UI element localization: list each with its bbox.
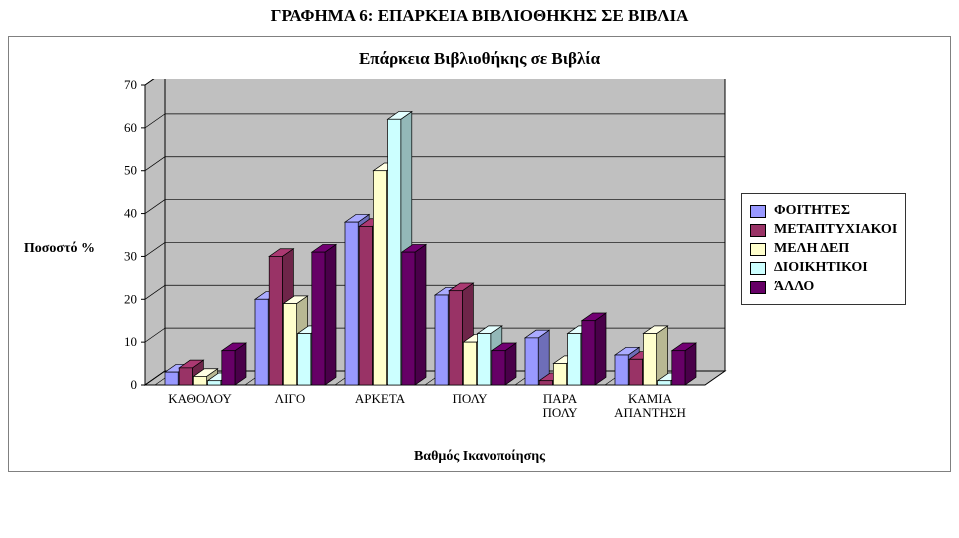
legend-label: ΦΟΙΤΗΤΕΣ	[774, 203, 850, 219]
svg-text:30: 30	[124, 248, 137, 263]
page-title: ΓΡΑΦΗΜΑ 6: ΕΠΑΡΚΕΙΑ ΒΙΒΛΙΟΘΗΚΗΣ ΣΕ ΒΙΒΛΙ…	[0, 0, 959, 26]
legend-label: ΜΕΤΑΠΤΥΧΙΑΚΟΙ	[774, 222, 897, 238]
y-axis-label: Ποσοστό %	[24, 241, 101, 257]
svg-text:60: 60	[124, 120, 137, 135]
svg-text:ΛΙΓΟ: ΛΙΓΟ	[275, 391, 306, 406]
legend: ΦΟΙΤΗΤΕΣ ΜΕΤΑΠΤΥΧΙΑΚΟΙ ΜΕΛΗ ΔΕΠ ΔΙΟΙΚΗΤΙΚΟΙ…	[741, 193, 906, 305]
svg-text:50: 50	[124, 163, 137, 178]
legend-item: ΜΕΛΗ ΔΕΠ	[750, 241, 897, 257]
x-axis-label: Βαθμός Ικανοποίησης	[9, 439, 950, 471]
svg-text:ΠΟΛΥ: ΠΟΛΥ	[543, 405, 579, 420]
chart-outer: Επάρκεια Βιβλιοθήκης σε Βιβλία Ποσοστό %…	[8, 36, 951, 472]
legend-item: ΔΙΟΙΚΗΤΙΚΟΙ	[750, 260, 897, 276]
svg-text:ΠΟΛΥ: ΠΟΛΥ	[453, 391, 489, 406]
chart-plot: 010203040506070ΚΑΘΟΛΟΥΛΙΓΟΑΡΚΕΤΑΠΟΛΥΠΑΡΑ…	[101, 79, 741, 439]
svg-text:ΚΑΘΟΛΟΥ: ΚΑΘΟΛΟΥ	[168, 391, 232, 406]
svg-text:10: 10	[124, 334, 137, 349]
chart-body: Ποσοστό % 0 10 20 30 40 50 60 70 ΚΑΘΟΛΟΥ ΛΙΓΟ ΑΡΚΕ…	[9, 79, 950, 439]
legend-label: ΔΙΟΙΚΗΤΙΚΟΙ	[774, 260, 868, 276]
legend-swatch	[750, 205, 766, 218]
svg-text:0: 0	[131, 377, 138, 392]
legend-swatch	[750, 224, 766, 237]
legend-item: ΆΛΛΟ	[750, 279, 897, 295]
legend-label: ΜΕΛΗ ΔΕΠ	[774, 241, 849, 257]
legend-swatch	[750, 262, 766, 275]
legend-label: ΆΛΛΟ	[774, 279, 814, 295]
chart-svg: 010203040506070ΚΑΘΟΛΟΥΛΙΓΟΑΡΚΕΤΑΠΟΛΥΠΑΡΑ…	[101, 79, 741, 439]
svg-text:ΠΑΡΑ: ΠΑΡΑ	[543, 391, 578, 406]
legend-swatch	[750, 243, 766, 256]
svg-text:ΚΑΜΙΑ: ΚΑΜΙΑ	[628, 391, 673, 406]
svg-text:ΑΡΚΕΤΑ: ΑΡΚΕΤΑ	[355, 391, 406, 406]
svg-text:20: 20	[124, 291, 137, 306]
legend-swatch	[750, 281, 766, 294]
svg-text:70: 70	[124, 79, 137, 92]
legend-item: ΦΟΙΤΗΤΕΣ	[750, 203, 897, 219]
svg-text:ΑΠΑΝΤΗΣΗ: ΑΠΑΝΤΗΣΗ	[614, 405, 686, 420]
legend-item: ΜΕΤΑΠΤΥΧΙΑΚΟΙ	[750, 222, 897, 238]
chart-title: Επάρκεια Βιβλιοθήκης σε Βιβλία	[9, 37, 950, 79]
svg-text:40: 40	[124, 206, 137, 221]
